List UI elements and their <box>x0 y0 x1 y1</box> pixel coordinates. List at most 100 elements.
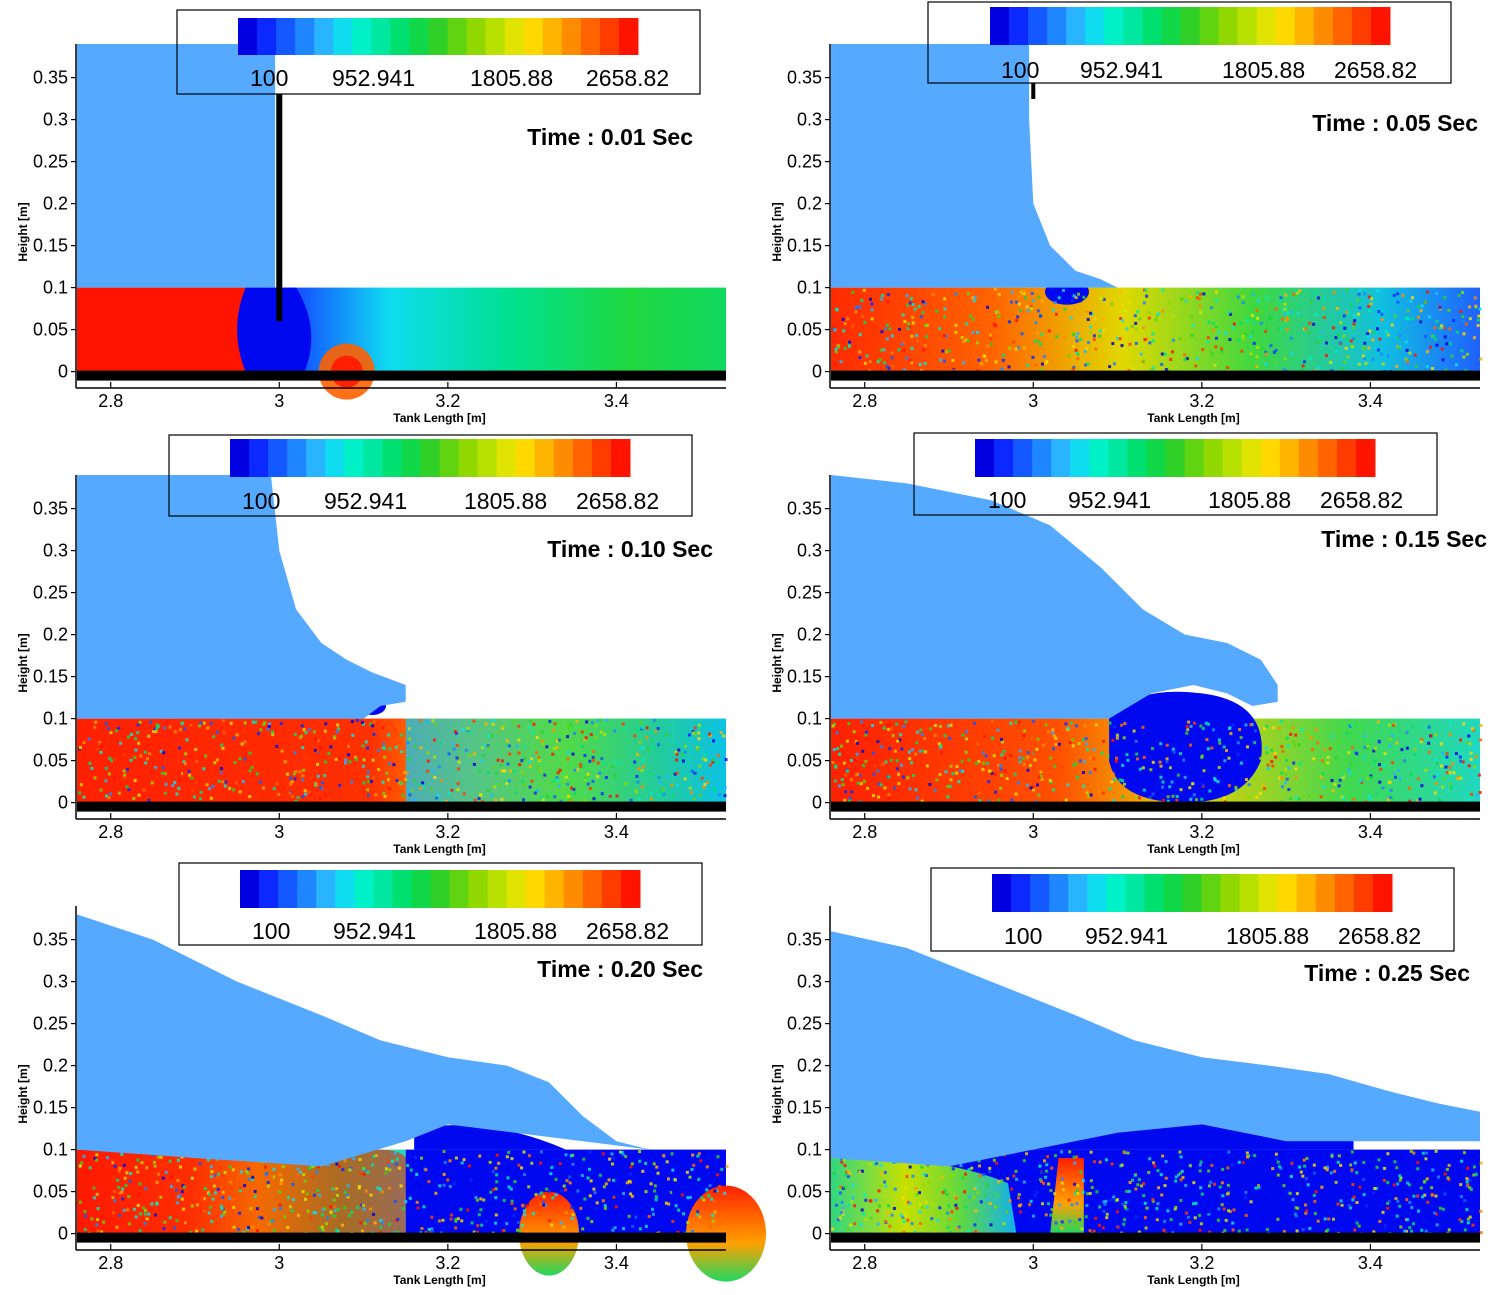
speckle <box>836 1218 840 1222</box>
speckle <box>882 348 886 352</box>
speckle <box>296 1213 300 1217</box>
speckle <box>95 1153 99 1157</box>
speckle <box>1102 1209 1106 1213</box>
legend-label: 952.941 <box>1068 487 1151 513</box>
speckle <box>697 723 701 727</box>
y-tick-label: 0.1 <box>797 278 822 298</box>
speckle <box>583 1197 587 1201</box>
speckle <box>863 361 867 365</box>
speckle <box>479 793 483 797</box>
legend-swatch <box>1201 874 1222 912</box>
speckle <box>482 753 486 757</box>
speckle <box>853 1222 857 1226</box>
speckle <box>410 788 414 792</box>
speckle <box>852 730 856 734</box>
speckle <box>191 1157 195 1161</box>
speckle <box>1239 761 1243 765</box>
speckle <box>1322 298 1326 302</box>
speckle <box>882 361 886 365</box>
speckle <box>1022 1180 1026 1184</box>
y-tick-label: 0.05 <box>787 1182 822 1202</box>
speckle <box>532 722 536 726</box>
speckle <box>1076 775 1080 779</box>
speckle <box>839 1185 843 1189</box>
speckle <box>494 1213 498 1217</box>
speckle <box>1342 314 1346 318</box>
speckle <box>847 1203 851 1207</box>
speckle <box>248 751 252 755</box>
speckle <box>837 784 841 788</box>
speckle <box>900 763 904 767</box>
speckle <box>426 720 430 724</box>
speckle <box>1318 336 1322 340</box>
speckle <box>1412 1222 1416 1226</box>
speckle <box>1198 1228 1202 1232</box>
speckle <box>457 760 461 764</box>
speckle <box>1197 297 1201 301</box>
speckle <box>1191 1202 1195 1206</box>
speckle <box>837 762 841 766</box>
y-tick-label: 0.35 <box>787 68 822 88</box>
speckle <box>1186 728 1190 732</box>
speckle <box>665 1160 669 1164</box>
speckle <box>921 792 925 796</box>
speckle <box>933 723 937 727</box>
speckle <box>1000 367 1004 371</box>
speckle <box>635 774 639 778</box>
speckle <box>848 340 852 344</box>
speckle <box>1159 1173 1163 1177</box>
speckle <box>1394 775 1398 779</box>
speckle <box>1236 741 1240 745</box>
speckle <box>1289 797 1293 801</box>
speckle <box>253 1195 257 1199</box>
speckle <box>534 1193 538 1197</box>
speckle <box>1155 1218 1159 1222</box>
y-tick-label: 0.1 <box>43 709 68 729</box>
speckle <box>984 754 988 758</box>
speckle <box>971 331 975 335</box>
speckle <box>1471 1223 1475 1227</box>
speckle <box>588 759 592 763</box>
speckle <box>1186 1215 1190 1219</box>
speckle <box>1249 1200 1253 1204</box>
speckle <box>1227 310 1231 314</box>
speckle <box>902 1219 906 1223</box>
speckle <box>140 1161 144 1165</box>
speckle <box>713 1189 717 1193</box>
speckle <box>326 798 330 802</box>
speckle <box>1051 731 1055 735</box>
speckle <box>1017 1193 1021 1197</box>
speckle <box>250 765 254 769</box>
speckle <box>1442 777 1446 781</box>
speckle <box>925 764 929 768</box>
speckle <box>910 347 914 351</box>
speckle <box>888 747 892 751</box>
speckle <box>1465 352 1469 356</box>
speckle <box>1394 1197 1398 1201</box>
speckle <box>489 1190 493 1194</box>
speckle <box>908 1201 912 1205</box>
speckle <box>1352 322 1356 326</box>
speckle <box>611 1228 615 1232</box>
speckle <box>703 1152 707 1156</box>
speckle <box>396 1217 400 1221</box>
speckle <box>1149 1208 1153 1212</box>
speckle <box>696 1154 700 1158</box>
speckle <box>841 783 845 787</box>
legend-label: 100 <box>252 918 290 944</box>
speckle <box>999 786 1003 790</box>
speckle <box>1387 723 1391 727</box>
speckle <box>1386 1181 1390 1185</box>
speckle <box>1022 290 1026 294</box>
speckle <box>1037 339 1041 343</box>
speckle <box>1235 775 1239 779</box>
speckle <box>1406 317 1410 321</box>
speckle <box>1225 749 1229 753</box>
speckle <box>1347 311 1351 315</box>
speckle <box>1115 1210 1119 1214</box>
speckle <box>1369 797 1373 801</box>
speckle <box>996 728 1000 732</box>
speckle <box>834 765 838 769</box>
speckle <box>222 730 226 734</box>
speckle <box>1181 1176 1185 1180</box>
